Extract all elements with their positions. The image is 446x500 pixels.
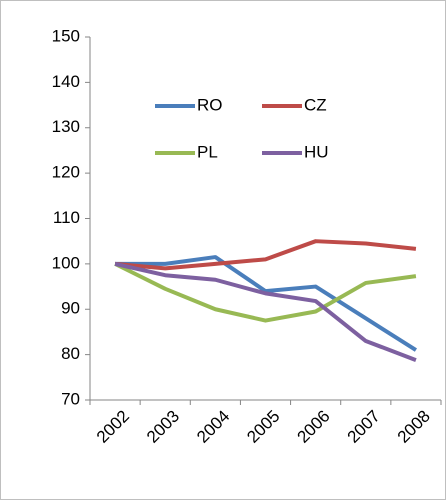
y-tick-label: 150 bbox=[52, 26, 80, 45]
legend-label: CZ bbox=[304, 95, 327, 114]
y-tick-label: 100 bbox=[52, 253, 80, 272]
legend-label: RO bbox=[197, 95, 223, 114]
legend-label: PL bbox=[197, 142, 218, 161]
series-line bbox=[114, 239, 417, 271]
y-tick-label: 90 bbox=[61, 299, 80, 318]
y-tick-label: 80 bbox=[61, 344, 80, 363]
y-tick-label: 110 bbox=[53, 208, 80, 227]
y-tick-label: 120 bbox=[52, 163, 80, 182]
y-tick-label: 130 bbox=[52, 117, 80, 136]
legend-label: HU bbox=[304, 142, 329, 161]
series-line bbox=[115, 255, 417, 352]
y-tick-label: 140 bbox=[52, 72, 80, 91]
y-tick-label: 70 bbox=[61, 389, 80, 408]
series-line bbox=[114, 261, 417, 362]
series-line bbox=[114, 262, 417, 323]
